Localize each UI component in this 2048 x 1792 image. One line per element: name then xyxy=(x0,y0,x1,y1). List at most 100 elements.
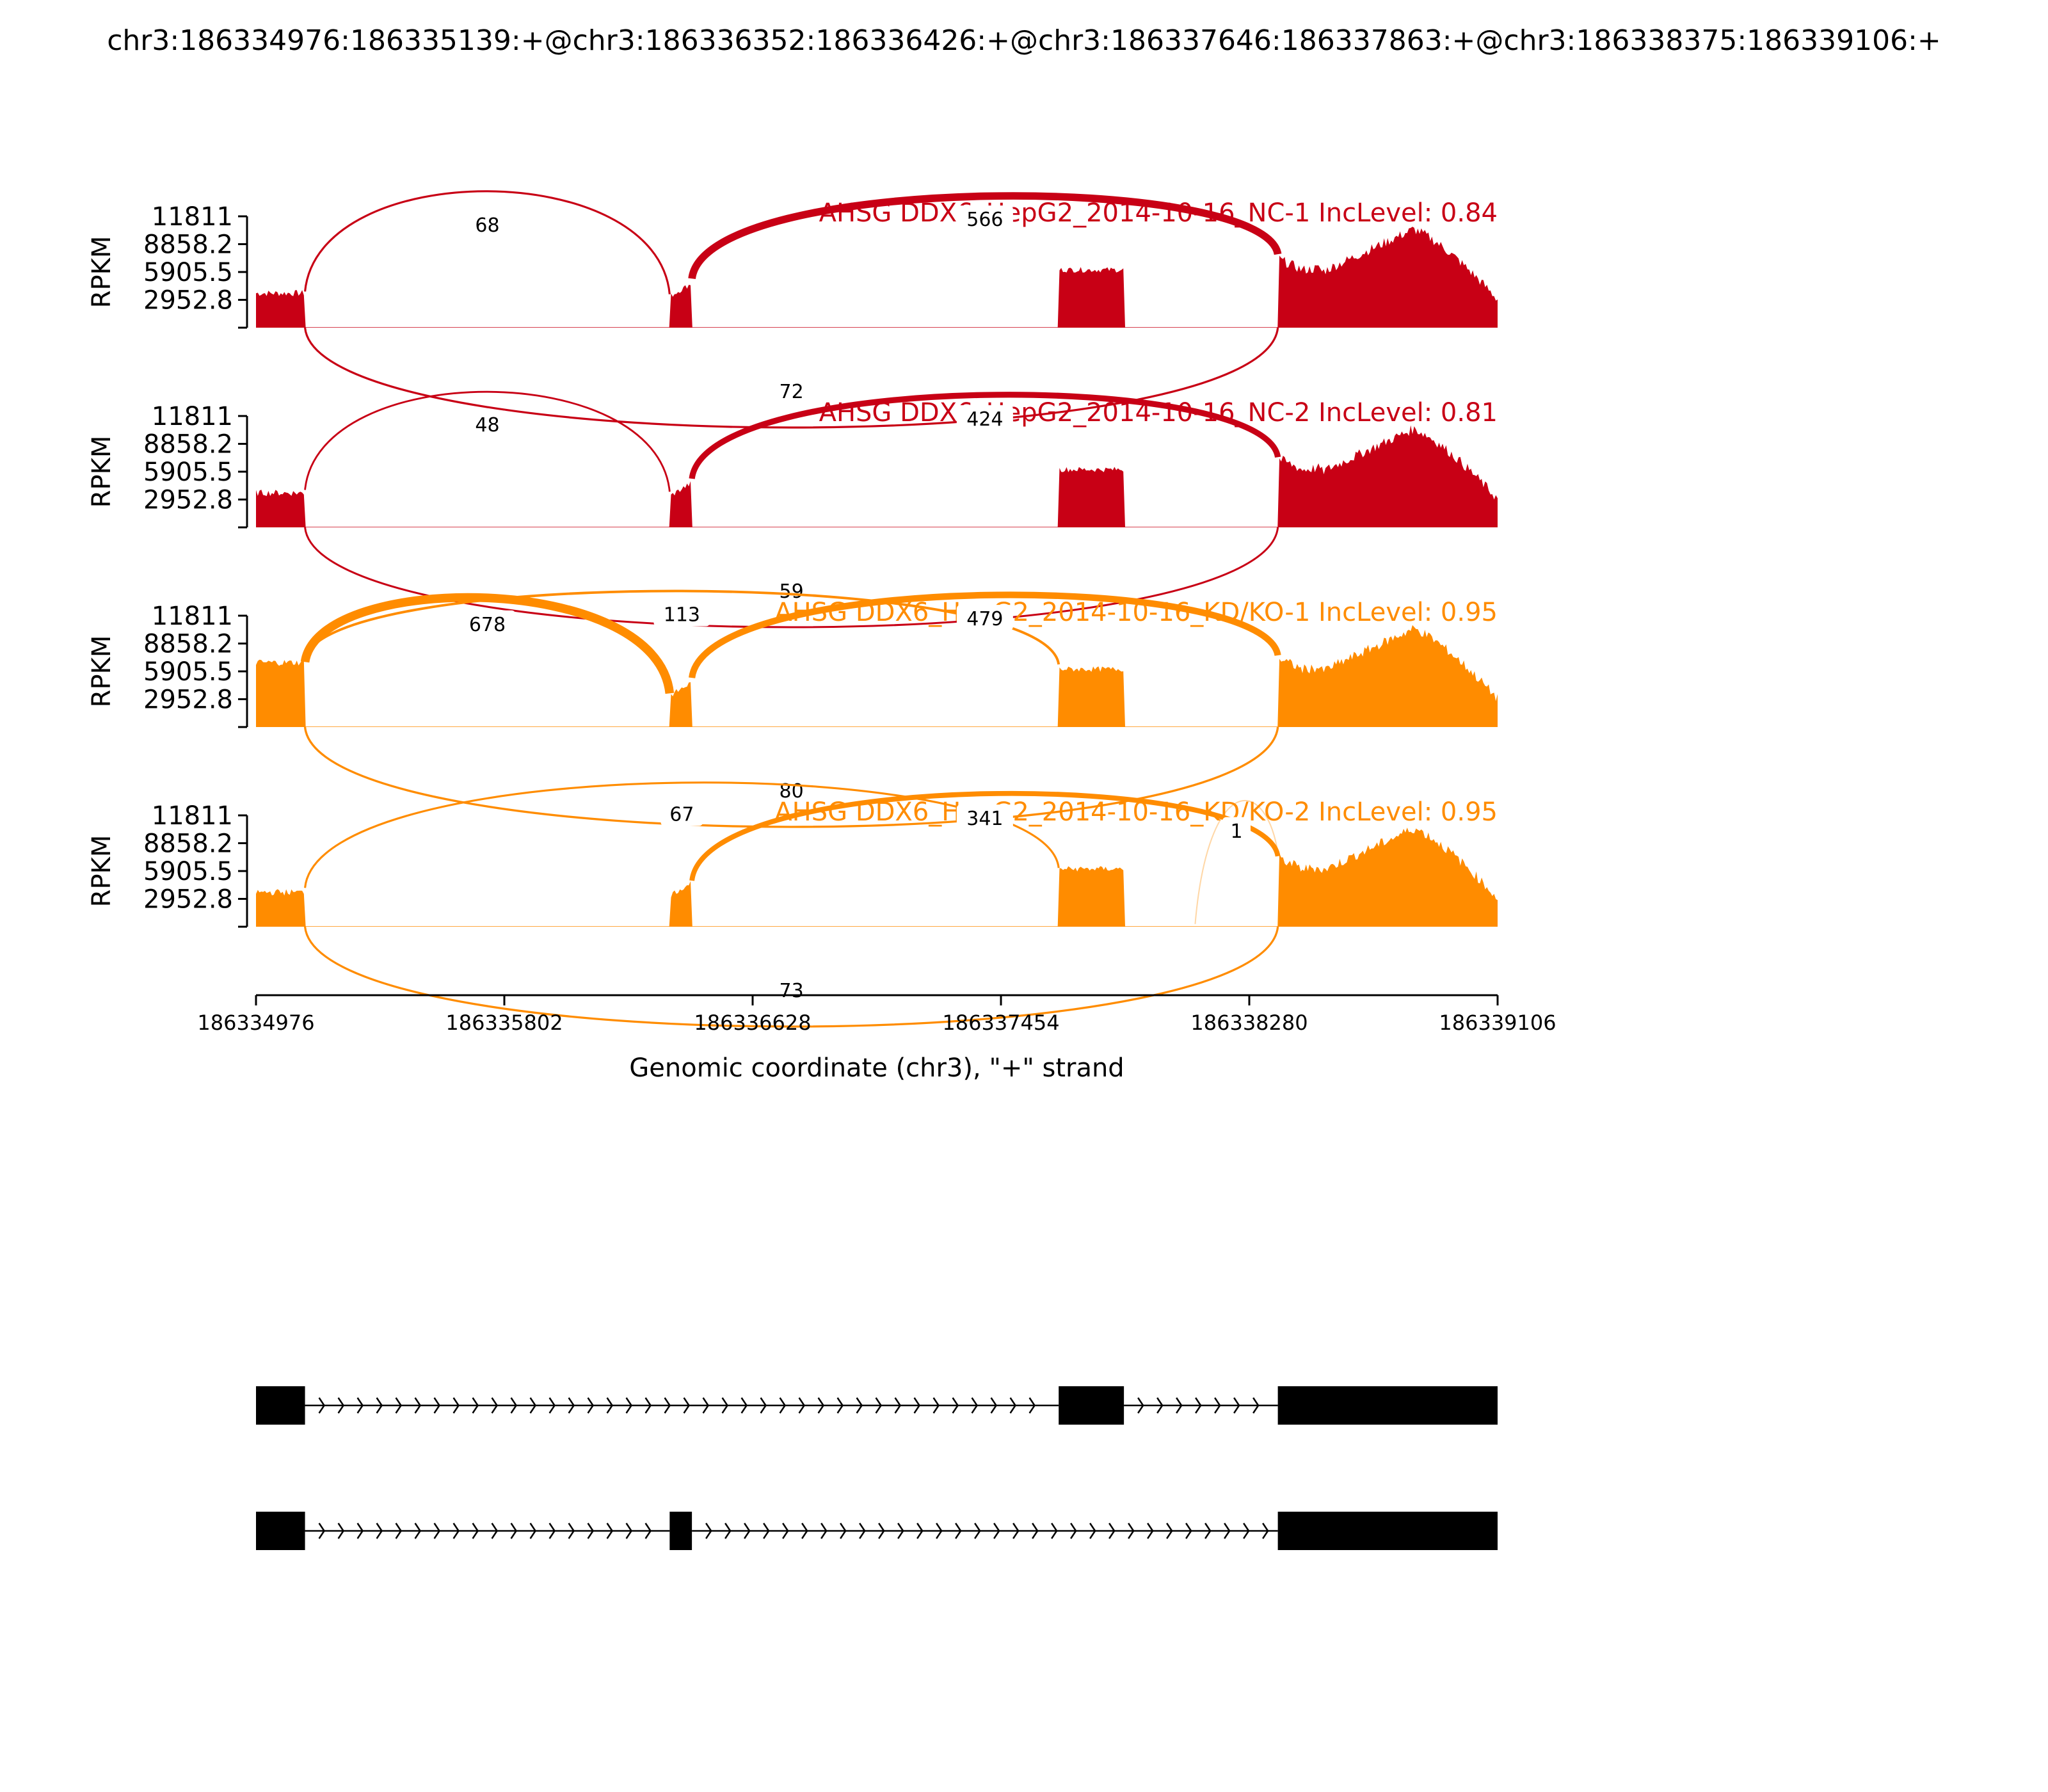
isoform-track xyxy=(256,1386,1498,1550)
strand-arrow xyxy=(817,1397,825,1414)
y-tick-label: 5905.5 xyxy=(143,258,233,287)
y-axis-label: RPKM xyxy=(87,236,116,308)
junction-arc xyxy=(303,327,1279,429)
x-axis: 186334976 186335802 186336628 186337454 1863… xyxy=(197,994,1556,1035)
strand-arrow xyxy=(1243,1523,1250,1539)
strand-arrow xyxy=(625,1523,633,1539)
y-tick-label: 5905.5 xyxy=(143,458,233,487)
junction-arc xyxy=(303,726,1279,828)
junction-count: 73 xyxy=(780,980,804,1002)
strand-arrow xyxy=(836,1397,844,1414)
strand-arrow xyxy=(625,1397,633,1414)
strand-arrow xyxy=(491,1523,499,1539)
strand-arrow xyxy=(606,1523,614,1539)
junction-count: 479 xyxy=(966,608,1003,630)
strand-arrow xyxy=(740,1397,748,1414)
y-axis-label: RPKM xyxy=(87,636,116,708)
strand-arrow xyxy=(1252,1397,1260,1414)
exon-block xyxy=(1277,1512,1498,1550)
junction-arc xyxy=(303,190,671,294)
exon-block xyxy=(256,1512,305,1550)
strand-arrow xyxy=(395,1523,403,1539)
strand-arrow xyxy=(376,1523,383,1539)
y-axis-label: RPKM xyxy=(87,835,116,908)
junction-count: 566 xyxy=(966,209,1003,231)
coverage-area xyxy=(256,425,1498,527)
junction-arc xyxy=(689,591,1281,678)
y-tick-label: 2952.8 xyxy=(143,286,233,316)
strand-arrow xyxy=(548,1397,556,1414)
junction-label-box xyxy=(770,577,813,603)
strand-arrow xyxy=(702,1397,710,1414)
strand-arrow xyxy=(318,1523,326,1539)
junction-arc xyxy=(300,593,675,694)
strand-arrow xyxy=(990,1397,998,1414)
y-axis-label: RPKM xyxy=(87,436,116,508)
x-tick-label: 186336628 xyxy=(694,1011,811,1035)
junction-label-box xyxy=(459,610,516,636)
y-tick-label: 2952.8 xyxy=(143,885,233,915)
strand-arrow xyxy=(782,1523,789,1539)
strand-arrow xyxy=(568,1397,575,1414)
strand-arrow xyxy=(724,1523,732,1539)
strand-arrow xyxy=(1028,1397,1036,1414)
isoform-2 xyxy=(256,1512,1498,1550)
strand-arrow xyxy=(840,1523,847,1539)
strand-arrow xyxy=(337,1397,345,1414)
exon-block xyxy=(1277,1386,1498,1425)
strand-arrow xyxy=(916,1523,924,1539)
junction-label-box xyxy=(770,777,813,803)
strand-arrow xyxy=(913,1397,921,1414)
junction-count: 341 xyxy=(966,808,1003,830)
strand-arrow xyxy=(760,1397,767,1414)
junction-arc xyxy=(688,192,1282,280)
junction-arc xyxy=(304,527,1279,628)
strand-arrow xyxy=(856,1397,863,1414)
strand-arrow xyxy=(820,1523,828,1539)
strand-arrow xyxy=(1195,1397,1202,1414)
junction-label-box xyxy=(956,405,1013,431)
y-tick-label: 11811 xyxy=(152,602,233,631)
junction-count: 72 xyxy=(780,381,804,403)
junction-arc xyxy=(1194,799,1279,924)
junction-label-box xyxy=(1222,817,1251,843)
y-tick-label: 8858.2 xyxy=(143,630,233,659)
junction-arc xyxy=(689,392,1281,479)
strand-arrow xyxy=(491,1397,499,1414)
strand-arrow xyxy=(1070,1523,1077,1539)
strand-arrow xyxy=(875,1397,883,1414)
strand-arrow xyxy=(1166,1523,1173,1539)
strand-arrow xyxy=(1012,1523,1020,1539)
strand-arrow xyxy=(510,1523,518,1539)
junction-label-box xyxy=(466,410,509,436)
strand-arrow xyxy=(897,1523,904,1539)
junction-count: 1 xyxy=(1230,820,1242,843)
strand-arrow xyxy=(318,1397,326,1414)
junction-count: 48 xyxy=(475,414,499,436)
strand-arrow xyxy=(529,1523,537,1539)
strand-arrow xyxy=(952,1397,959,1414)
strand-arrow xyxy=(878,1523,885,1539)
strand-arrow xyxy=(644,1523,652,1539)
coverage-area xyxy=(256,625,1498,727)
strand-arrow xyxy=(414,1397,422,1414)
strand-arrow xyxy=(744,1523,751,1539)
strand-arrow xyxy=(955,1523,962,1539)
strand-arrow xyxy=(395,1397,403,1414)
isoform-1 xyxy=(256,1386,1498,1425)
x-tick-label: 186338280 xyxy=(1190,1011,1308,1035)
y-tick-label: 8858.2 xyxy=(143,829,233,859)
strand-arrow xyxy=(1108,1523,1116,1539)
y-tick-label: 8858.2 xyxy=(143,230,233,260)
strand-arrow xyxy=(433,1523,441,1539)
strand-arrow xyxy=(510,1397,518,1414)
strand-arrow xyxy=(763,1523,770,1539)
strand-arrow xyxy=(798,1397,806,1414)
y-tick-label: 2952.8 xyxy=(143,685,233,715)
strand-arrow xyxy=(779,1397,787,1414)
strand-arrow xyxy=(1233,1397,1240,1414)
strand-arrow xyxy=(376,1397,383,1414)
